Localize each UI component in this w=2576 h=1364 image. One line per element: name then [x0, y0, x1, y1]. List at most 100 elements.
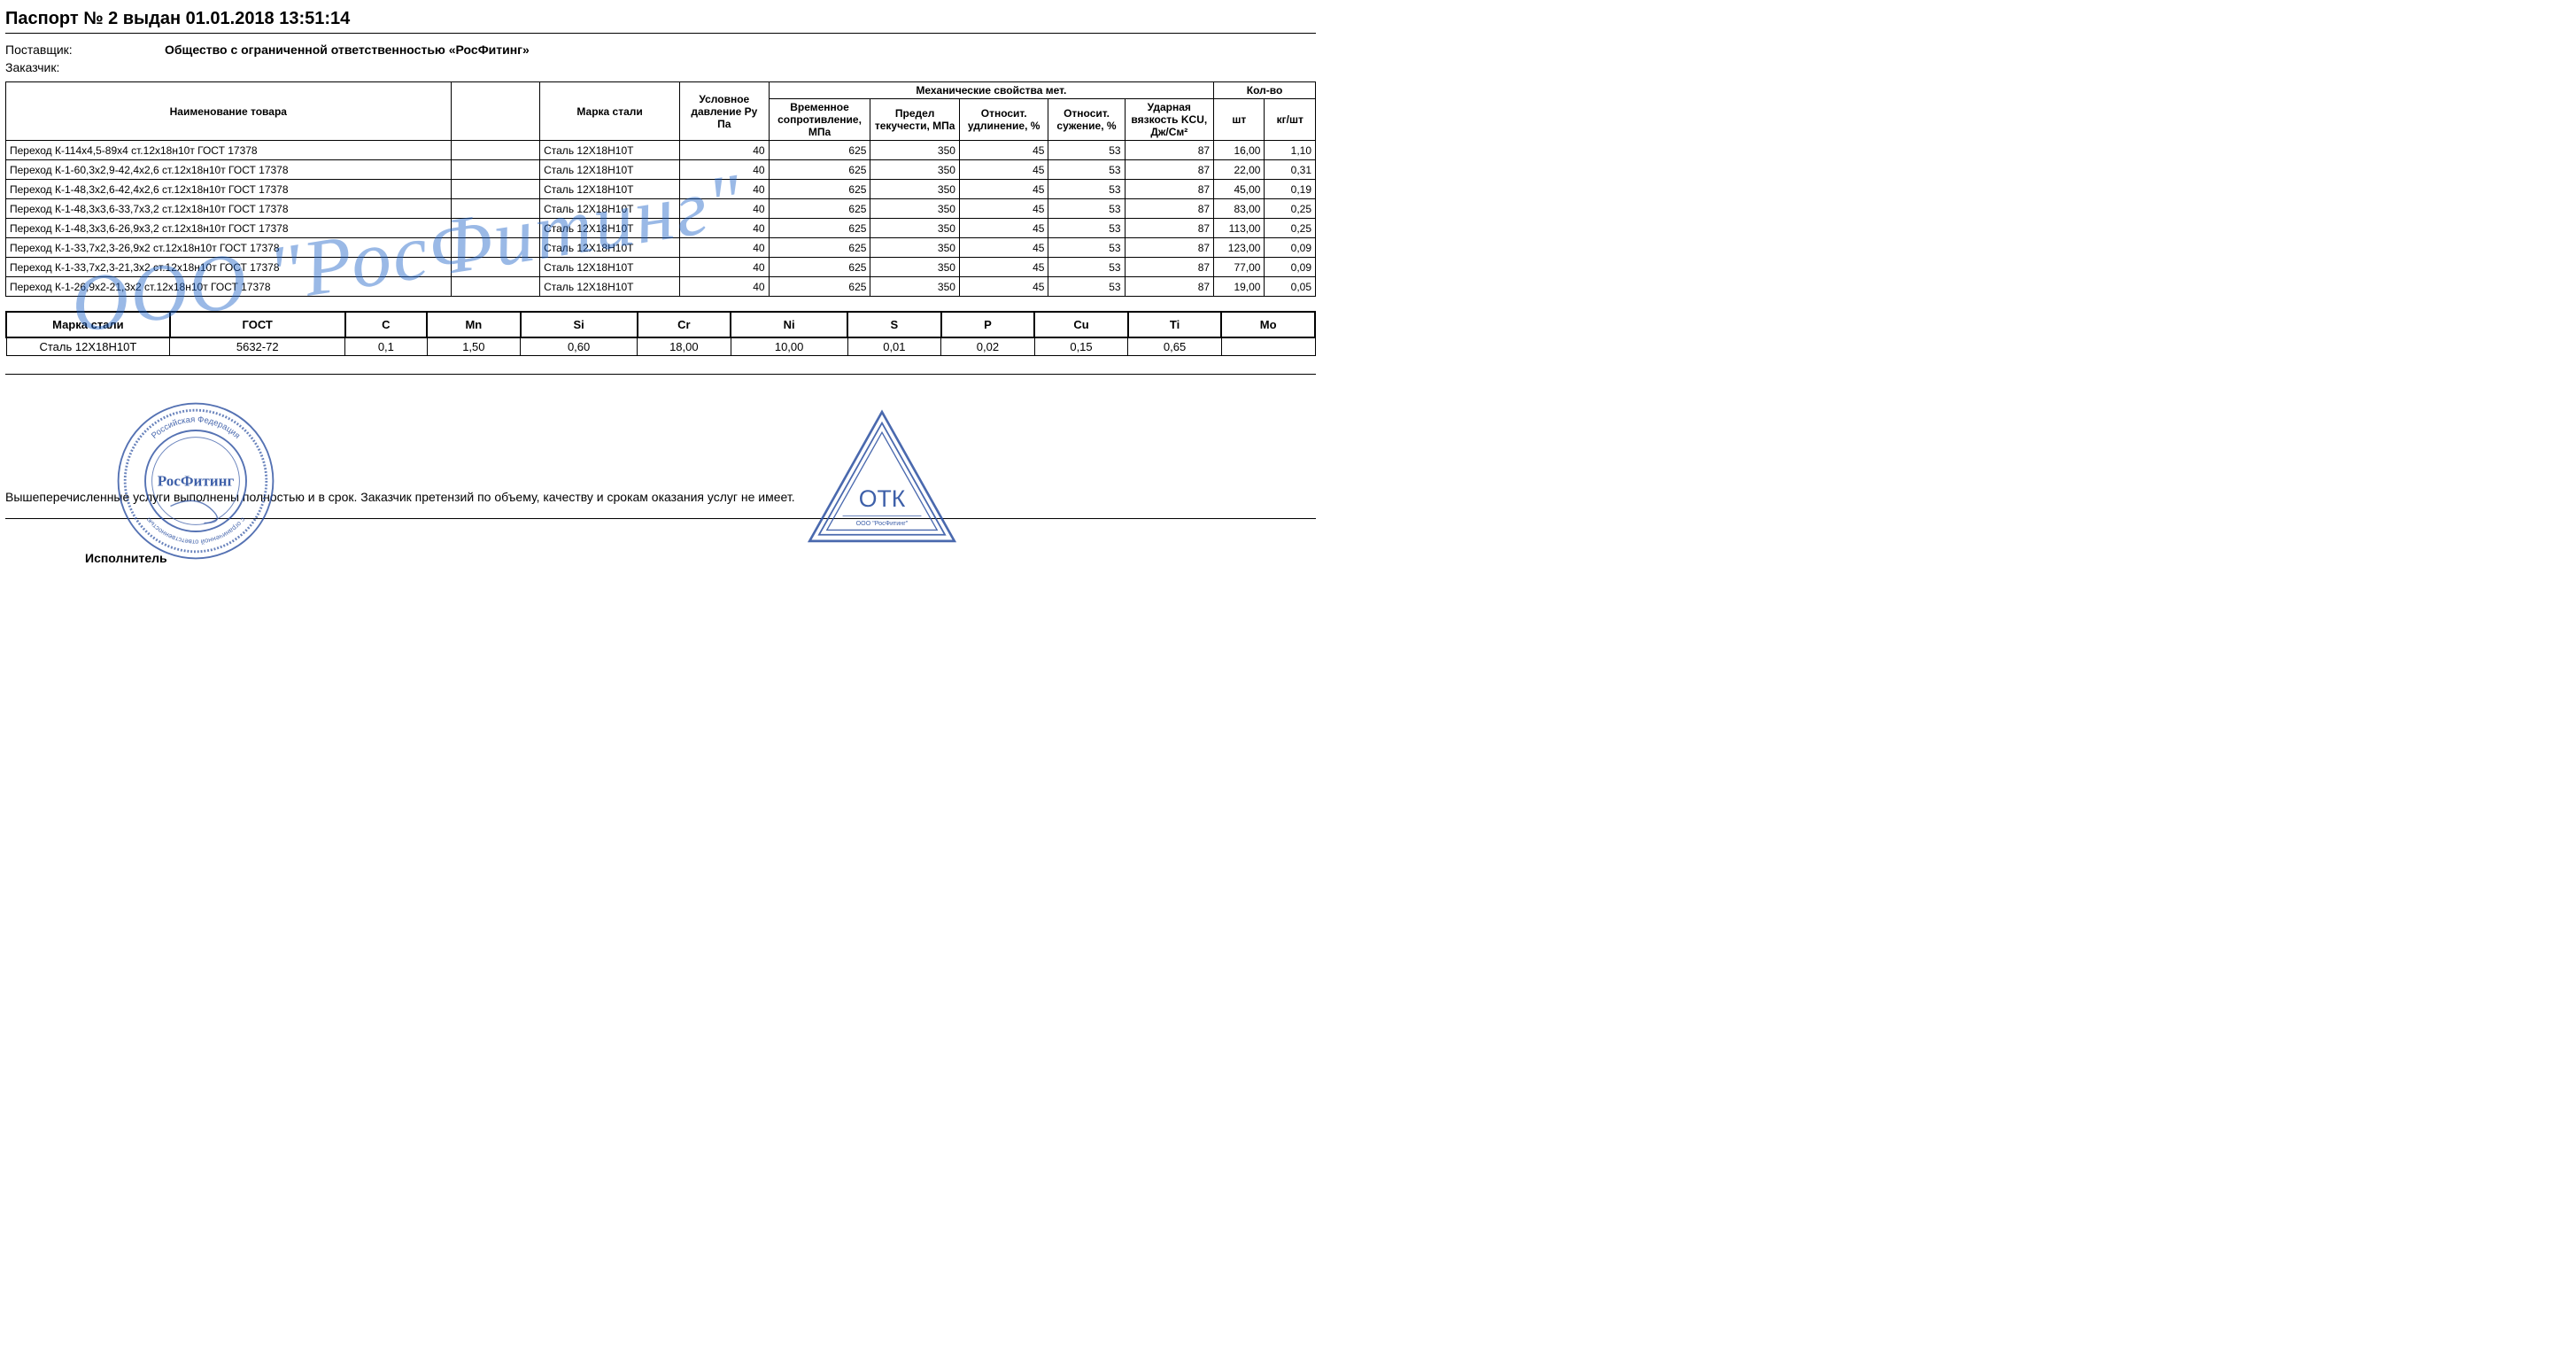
th-mech-group: Механические свойства мет. [769, 82, 1214, 99]
cell [451, 180, 540, 199]
cell: 625 [769, 277, 870, 297]
cell: 113,00 [1214, 219, 1265, 238]
cell: 40 [680, 141, 770, 160]
table-row: Переход К-1-48,3х3,6-33,7х3,2 ст.12х18н1… [6, 199, 1316, 219]
table-row: Переход К-1-26,9х2-21,3х2 ст.12х18н10т Г… [6, 277, 1316, 297]
cell: 0,19 [1265, 180, 1316, 199]
cell: Переход К-1-33,7х2,3-26,9х2 ст.12х18н10т… [6, 238, 452, 258]
cell: 350 [870, 199, 960, 219]
cell: 77,00 [1214, 258, 1265, 277]
cell: 45 [959, 141, 1048, 160]
cell: 87 [1125, 180, 1214, 199]
th-steel: Марка стали [540, 82, 680, 141]
th-mech: Временное сопротивление, МПа [769, 99, 870, 141]
cell: Переход К-1-48,3х2,6-42,4х2,6 ст.12х18н1… [6, 180, 452, 199]
cell: 87 [1125, 160, 1214, 180]
cell: 87 [1125, 238, 1214, 258]
cell: 45 [959, 160, 1048, 180]
cell: 53 [1048, 238, 1125, 258]
round-stamp: Российская Федерация с ограниченной отве… [112, 397, 280, 565]
cell: 0,09 [1265, 238, 1316, 258]
chem-cell: Сталь 12Х18Н10Т [6, 337, 170, 356]
cell [451, 219, 540, 238]
cell: 625 [769, 160, 870, 180]
cell: 53 [1048, 180, 1125, 199]
chem-cell: 0,65 [1128, 337, 1222, 356]
cell: 53 [1048, 277, 1125, 297]
cell: Сталь 12Х18Н10Т [540, 180, 680, 199]
cell: 45 [959, 180, 1048, 199]
chem-cell: 0,1 [345, 337, 427, 356]
th-mech: Относит. сужение, % [1048, 99, 1125, 141]
svg-text:Российская Федерация: Российская Федерация [150, 415, 242, 440]
chem-th: Марка стали [6, 312, 170, 337]
chem-th: Cu [1034, 312, 1128, 337]
cell: 53 [1048, 258, 1125, 277]
cell: 53 [1048, 141, 1125, 160]
cell: Переход К-1-33,7х2,3-21,3х2 ст.12х18н10т… [6, 258, 452, 277]
cell: 0,09 [1265, 258, 1316, 277]
cell [451, 160, 540, 180]
chem-th: Ti [1128, 312, 1222, 337]
cell: 350 [870, 277, 960, 297]
table-row: Переход К-1-33,7х2,3-26,9х2 ст.12х18н10т… [6, 238, 1316, 258]
cell: 45 [959, 277, 1048, 297]
cell: 625 [769, 238, 870, 258]
th-qty: шт [1214, 99, 1265, 141]
cell: 53 [1048, 199, 1125, 219]
chem-cell: 5632-72 [170, 337, 345, 356]
cell: 0,31 [1265, 160, 1316, 180]
chem-th: Mn [427, 312, 521, 337]
cell: 123,00 [1214, 238, 1265, 258]
cell: Сталь 12Х18Н10Т [540, 219, 680, 238]
footer-rule [5, 518, 1316, 519]
cell: 0,25 [1265, 219, 1316, 238]
cell: 0,05 [1265, 277, 1316, 297]
footer-statement: Вышеперечисленные услуги выполнены полно… [5, 490, 1316, 504]
cell: Сталь 12Х18Н10Т [540, 160, 680, 180]
chem-th: ГОСТ [170, 312, 345, 337]
cell: 350 [870, 258, 960, 277]
cell: 40 [680, 258, 770, 277]
cell: 40 [680, 238, 770, 258]
cell: 45,00 [1214, 180, 1265, 199]
supplier-label: Поставщик: [5, 43, 165, 57]
table-row: Переход К-1-60,3х2,9-42,4х2,6 ст.12х18н1… [6, 160, 1316, 180]
cell [451, 258, 540, 277]
cell: 87 [1125, 277, 1214, 297]
cell: Сталь 12Х18Н10Т [540, 277, 680, 297]
chem-th: S [847, 312, 941, 337]
th-mech: Ударная вязкость KCU, Дж/См² [1125, 99, 1214, 141]
table-row: Переход К-1-33,7х2,3-21,3х2 ст.12х18н10т… [6, 258, 1316, 277]
divider-line [5, 374, 1316, 375]
cell: 40 [680, 199, 770, 219]
th-qty-group: Кол-во [1214, 82, 1316, 99]
cell: 625 [769, 219, 870, 238]
cell: Сталь 12Х18Н10Т [540, 141, 680, 160]
cell [451, 141, 540, 160]
chem-cell: 10,00 [731, 337, 847, 356]
cell: 0,25 [1265, 199, 1316, 219]
cell: 350 [870, 238, 960, 258]
cell: 625 [769, 199, 870, 219]
chemistry-table: Марка сталиГОСТCMnSiCrNiSPCuTiMo Сталь 1… [5, 311, 1316, 356]
cell: 53 [1048, 160, 1125, 180]
executor-label: Исполнитель [85, 551, 1316, 565]
cell: Переход К-1-26,9х2-21,3х2 ст.12х18н10т Г… [6, 277, 452, 297]
chem-cell: 0,60 [521, 337, 638, 356]
th-qty: кг/шт [1265, 99, 1316, 141]
cell: 625 [769, 180, 870, 199]
cell [451, 277, 540, 297]
cell [451, 199, 540, 219]
chem-cell: 0,02 [941, 337, 1035, 356]
cell: Переход К-1-60,3х2,9-42,4х2,6 ст.12х18н1… [6, 160, 452, 180]
customer-label: Заказчик: [5, 60, 165, 74]
cell: 87 [1125, 141, 1214, 160]
cell: 350 [870, 219, 960, 238]
cell: 40 [680, 180, 770, 199]
cell: 45 [959, 219, 1048, 238]
table-row: Переход К-1-48,3х2,6-42,4х2,6 ст.12х18н1… [6, 180, 1316, 199]
cell: 45 [959, 258, 1048, 277]
cell: Переход К-1-48,3х3,6-26,9х3,2 ст.12х18н1… [6, 219, 452, 238]
products-table: Наименование товара Марка стали Условное… [5, 81, 1316, 297]
